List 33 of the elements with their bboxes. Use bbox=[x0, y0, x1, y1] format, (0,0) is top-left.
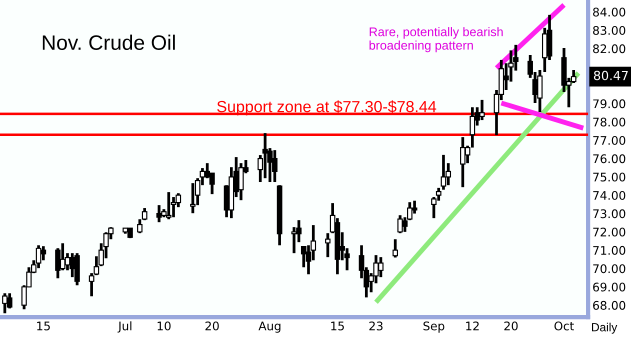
x-tick-label: Jul bbox=[118, 321, 132, 333]
x-tick-label: 15 bbox=[331, 322, 344, 330]
y-tick-label: 77.00 bbox=[593, 136, 626, 145]
x-tick-label: Sep bbox=[423, 321, 444, 333]
text: Nov. Crude Oil bbox=[42, 34, 175, 50]
y-tick-label: 84.00 bbox=[593, 8, 626, 17]
x-tick-label: Oct bbox=[554, 321, 574, 330]
x-tick-label: 10 bbox=[158, 321, 171, 330]
y-tick-label: 70.00 bbox=[593, 264, 626, 274]
x-tick-label: 12 bbox=[466, 321, 479, 330]
y-tick-label: 79.00 bbox=[593, 99, 626, 108]
x-tick-label: Aug bbox=[258, 322, 280, 333]
y-tick-label: 78.00 bbox=[593, 118, 626, 127]
x-tick-label: 15 bbox=[37, 322, 50, 330]
text: Daily bbox=[592, 322, 618, 334]
y-tick-label: 83.00 bbox=[593, 26, 626, 35]
y-tick-label: 73.00 bbox=[593, 209, 626, 218]
y-tick-label: 71.00 bbox=[593, 246, 626, 255]
y-tick-label: 72.00 bbox=[593, 228, 626, 237]
y-tick-label: 74.00 bbox=[593, 190, 626, 200]
y-tick-label: 76.00 bbox=[593, 154, 626, 164]
x-tick-label: 20 bbox=[504, 321, 518, 330]
y-tick-label: 82.00 bbox=[593, 44, 626, 54]
y-tick-label: 68.00 bbox=[593, 300, 626, 310]
candlestick bbox=[392, 238, 398, 259]
y-tick-label: 69.00 bbox=[593, 282, 626, 292]
y-tick-label: 75.00 bbox=[593, 172, 626, 182]
candlestick bbox=[325, 232, 331, 259]
x-tick-label: 23 bbox=[369, 321, 383, 330]
annotation: Rare, potentially bearish broadening pattern bbox=[370, 27, 503, 52]
annotation: 80.47 bbox=[594, 70, 628, 80]
x-tick-label: 20 bbox=[205, 321, 219, 330]
annotation: Support zone at $77.30-$78.44 bbox=[217, 100, 436, 116]
